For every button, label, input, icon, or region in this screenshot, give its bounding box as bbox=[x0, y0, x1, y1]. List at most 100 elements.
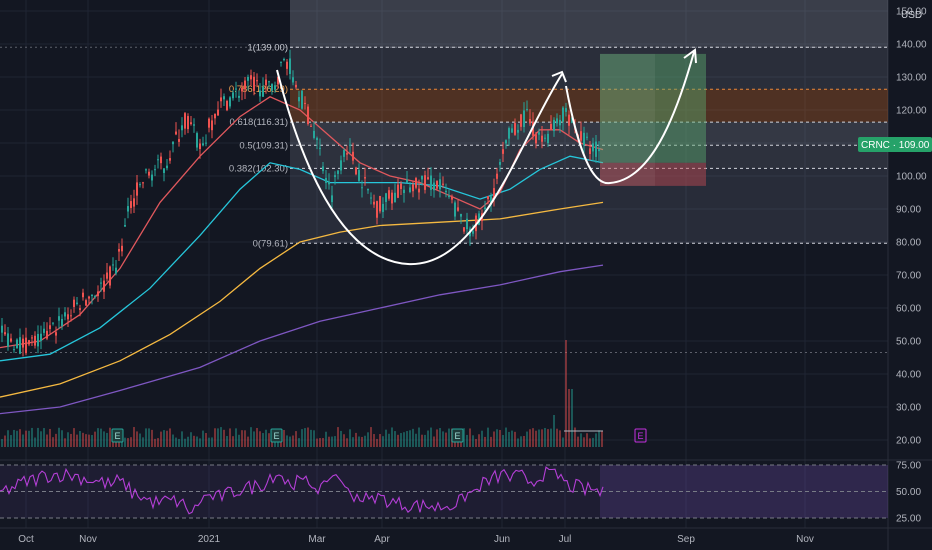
volume-bar bbox=[88, 434, 90, 447]
candle-body bbox=[187, 116, 189, 130]
candle-body bbox=[514, 123, 516, 135]
candle-body bbox=[253, 76, 255, 91]
candle-body bbox=[526, 108, 528, 110]
candle-body bbox=[112, 264, 114, 266]
price-tick-label: 100.00 bbox=[896, 172, 927, 183]
volume-bar bbox=[202, 430, 204, 447]
candle-body bbox=[211, 120, 213, 131]
candle-body bbox=[73, 299, 75, 307]
volume-bar bbox=[430, 427, 432, 447]
time-tick-label: Apr bbox=[374, 534, 390, 545]
volume-bar bbox=[253, 431, 255, 447]
volume-bar bbox=[487, 427, 489, 447]
volume-bar bbox=[382, 436, 384, 447]
volume-bar bbox=[127, 438, 129, 447]
candle-body bbox=[100, 282, 102, 284]
candle-body bbox=[400, 183, 402, 189]
candle-body bbox=[592, 143, 594, 152]
candle-body bbox=[148, 171, 150, 176]
fib-band bbox=[290, 168, 888, 244]
candle-body bbox=[274, 85, 276, 90]
volume-bar bbox=[493, 431, 495, 447]
volume-bar bbox=[562, 437, 564, 447]
volume-bar bbox=[514, 431, 516, 447]
candle-body bbox=[460, 213, 462, 217]
volume-bar bbox=[61, 430, 63, 447]
volume-bar bbox=[466, 434, 468, 447]
candle-body bbox=[505, 140, 507, 144]
volume-bar bbox=[31, 427, 33, 447]
volume-bar bbox=[49, 428, 51, 447]
price-axis[interactable]: 150.00 140.00 130.00 120.00 100.00 90.00 80.00… bbox=[896, 7, 927, 525]
candle-body bbox=[544, 137, 546, 139]
candle-body bbox=[142, 182, 144, 184]
candle-body bbox=[163, 168, 165, 173]
volume-bar bbox=[220, 427, 222, 447]
price-tick-label: 60.00 bbox=[896, 304, 921, 315]
volume-bar bbox=[331, 436, 333, 447]
volume-bar bbox=[229, 428, 231, 447]
candle-body bbox=[202, 143, 204, 146]
volume-bar bbox=[91, 435, 93, 447]
volume-bar bbox=[139, 433, 141, 447]
rsi-tick-label: 25.00 bbox=[896, 514, 921, 525]
volume-bar bbox=[433, 436, 435, 447]
volume-bar bbox=[346, 438, 348, 447]
candle-body bbox=[454, 202, 456, 217]
candle-body bbox=[580, 131, 582, 141]
volume-bar bbox=[391, 427, 393, 447]
volume-bar bbox=[58, 427, 60, 447]
volume-bar bbox=[136, 431, 138, 447]
volume-bar bbox=[322, 437, 324, 447]
fib-level-label: 0.5(109.31) bbox=[239, 140, 288, 151]
price-tick-label: 50.00 bbox=[896, 337, 921, 348]
candle-body bbox=[1, 325, 3, 333]
fibonacci-retracement[interactable]: 1(139.00) 0.786(126.29) 0.618(116.31) 0.5(1… bbox=[229, 0, 888, 249]
volume-bar bbox=[538, 429, 540, 447]
long-position-tool[interactable] bbox=[600, 53, 706, 186]
volume-bar bbox=[598, 430, 600, 447]
candle-body bbox=[49, 325, 51, 329]
volume-bar bbox=[235, 428, 237, 447]
volume-bar bbox=[184, 438, 186, 447]
volume-bar bbox=[193, 435, 195, 447]
fib-level-label: 0.382(102.30) bbox=[229, 163, 288, 174]
volume-bar bbox=[13, 429, 15, 447]
candle-body bbox=[16, 339, 18, 349]
candle-body bbox=[370, 197, 372, 199]
volume-bar bbox=[205, 433, 207, 447]
volume-bar bbox=[307, 427, 309, 447]
candle-body bbox=[241, 87, 243, 92]
volume-bar bbox=[448, 428, 450, 447]
currency-label[interactable]: USD bbox=[901, 10, 922, 21]
volume-bar bbox=[232, 436, 234, 447]
volume-bar bbox=[412, 428, 414, 447]
candle-body bbox=[55, 332, 57, 336]
candle-body bbox=[64, 312, 66, 317]
volume-bar bbox=[361, 436, 363, 447]
earnings-marker-letter: E bbox=[454, 431, 460, 441]
candle-body bbox=[262, 86, 264, 97]
candle-body bbox=[397, 184, 399, 198]
volume-bar bbox=[133, 427, 135, 447]
candle-body bbox=[388, 190, 390, 199]
volume-bar bbox=[544, 427, 546, 447]
candle-body bbox=[223, 96, 225, 100]
fib-level-label: 0.618(116.31) bbox=[230, 117, 288, 128]
time-tick-label: Sep bbox=[677, 534, 695, 545]
rsi-pane[interactable] bbox=[0, 464, 888, 519]
time-axis[interactable]: Oct Nov 2021 Mar Apr Jun Jul Sep Nov bbox=[18, 534, 814, 545]
candle-body bbox=[331, 195, 333, 203]
volume-bar bbox=[379, 434, 381, 447]
candle-body bbox=[121, 245, 123, 252]
candle-body bbox=[559, 119, 561, 126]
price-tick-label: 70.00 bbox=[896, 271, 921, 282]
volume-bar bbox=[178, 438, 180, 447]
price-tick-label: 30.00 bbox=[896, 403, 921, 414]
candle-body bbox=[466, 218, 468, 230]
candle-body bbox=[82, 292, 84, 298]
time-tick-label: Jun bbox=[494, 534, 510, 545]
cup-and-handle-drawing[interactable] bbox=[276, 48, 697, 266]
